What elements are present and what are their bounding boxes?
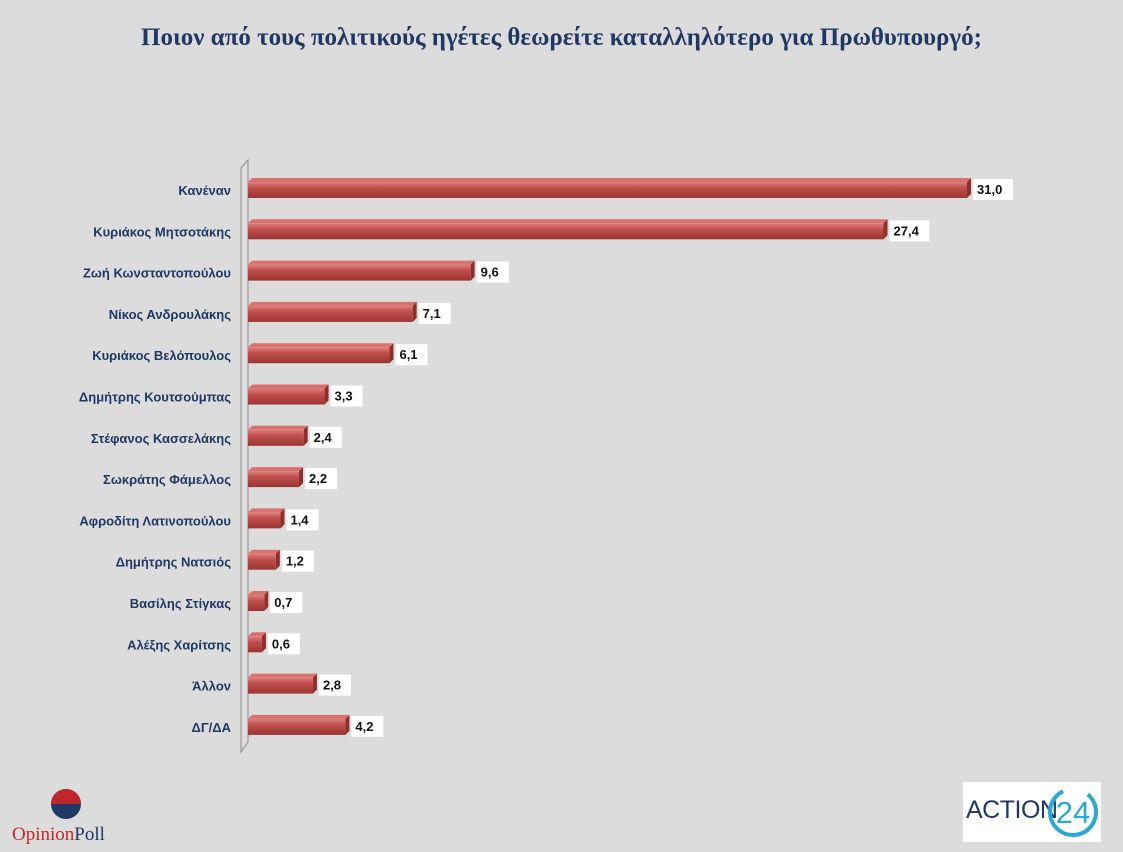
data-label: 0,7 (274, 595, 292, 610)
bar (248, 305, 413, 322)
category-label: Αλέξης Χαρίτσης (127, 637, 231, 652)
bar (248, 347, 390, 364)
action24-logo-ring: 24 (1048, 787, 1098, 837)
bar (248, 595, 265, 611)
bar-side (280, 508, 285, 529)
bar-side (299, 467, 304, 488)
data-label: 2,8 (323, 678, 341, 693)
category-label: ΔΓ/ΔΑ (191, 720, 231, 735)
data-label-box (309, 426, 342, 448)
chart-title: Ποιον από τους πολιτικούς ηγέτες θεωρείτ… (141, 24, 982, 51)
category-label: Κανέναν (178, 183, 231, 198)
bar-side (967, 178, 971, 198)
data-label-box (281, 550, 314, 572)
bar-side (264, 591, 269, 611)
bar (248, 553, 276, 570)
category-label: Άλλον (192, 679, 231, 694)
bar-top (248, 508, 285, 513)
data-label-box (318, 674, 351, 696)
data-label-box (305, 468, 338, 490)
bar (248, 677, 313, 694)
bar (248, 636, 262, 653)
data-label-box (395, 344, 428, 366)
data-label: 31,0 (977, 182, 1002, 197)
bar-side (412, 301, 417, 322)
category-label: Ζωή Κωνσταντοπούλου (83, 266, 231, 281)
bar (248, 388, 325, 405)
category-label: Αφροδίτη Λατινοπούλου (79, 513, 231, 528)
bar (248, 718, 346, 735)
data-label-box (889, 220, 930, 242)
bar-side (883, 219, 888, 240)
data-label-box (351, 715, 384, 737)
bar-side (389, 343, 394, 364)
data-label: 3,3 (335, 389, 353, 404)
opinionpoll-wordmark-poll: Poll (74, 824, 105, 845)
bar-top (248, 549, 280, 554)
action24-wordmark: ACTION (966, 796, 1058, 824)
data-label-box (973, 179, 1013, 200)
bar (248, 223, 884, 240)
bar (248, 182, 967, 198)
data-label-box (286, 509, 319, 531)
data-label-box (476, 261, 509, 283)
data-label: 27,4 (894, 223, 920, 238)
bar-top (248, 219, 888, 224)
bar-top (248, 301, 417, 306)
category-label: Κυριάκος Βελόπουλος (92, 348, 231, 363)
data-label: 6,1 (399, 347, 417, 362)
bar-side (324, 384, 329, 405)
data-label-box (270, 592, 303, 613)
bar (248, 471, 300, 488)
bar-top (248, 467, 304, 472)
bar-side (345, 714, 350, 735)
opinionpoll-logo: OpinionPoll (12, 786, 122, 848)
y-axis-wall (240, 158, 249, 754)
data-label: 4,2 (355, 719, 373, 734)
data-label: 0,6 (272, 636, 290, 651)
bar-side (261, 632, 266, 653)
bar-side (470, 260, 475, 281)
data-label: 2,4 (314, 430, 333, 445)
category-label: Σωκράτης Φάμελλος (103, 472, 231, 487)
data-label: 7,1 (423, 306, 441, 321)
category-label: Βασίλης Στίγκας (130, 596, 231, 611)
bar-top (248, 591, 269, 595)
bar-side (312, 673, 317, 694)
bar-top (248, 178, 971, 182)
data-label: 1,2 (286, 554, 304, 569)
category-label: Κυριάκος Μητσοτάκης (93, 224, 231, 239)
action24-logo: ACTION 24 (963, 782, 1101, 842)
bar-top (248, 632, 266, 637)
data-label-box (418, 302, 451, 324)
opinionpoll-wordmark-opinion: Opinion (12, 824, 75, 845)
category-label: Στέφανος Κασσελάκης (91, 431, 231, 446)
bar-top (248, 384, 329, 389)
action24-number: 24 (1056, 795, 1090, 830)
bar (248, 512, 281, 529)
data-label: 1,4 (290, 512, 309, 527)
bar-top (248, 714, 350, 719)
bar-top (248, 425, 308, 430)
bar-side (275, 549, 280, 570)
data-label-box (330, 385, 363, 407)
bar (248, 264, 471, 281)
bar-top (248, 260, 475, 265)
category-label: Δημήτρης Κουτσούμπας (79, 390, 231, 405)
bar-top (248, 343, 394, 348)
bar-top (248, 673, 317, 678)
bar-side (303, 425, 308, 446)
data-label: 9,6 (481, 265, 499, 280)
bar (248, 429, 304, 446)
data-label: 2,2 (309, 471, 327, 486)
opinionpoll-logo-icon (51, 789, 81, 819)
data-label-box (267, 633, 300, 655)
category-label: Νίκος Ανδρουλάκης (109, 307, 231, 322)
category-label: Δημήτρης Νατσιός (116, 555, 232, 570)
bar-chart: Κανέναν 31,0 Κυριάκος Μητσοτάκης 27,4 Ζωή Κω… (79, 158, 1013, 754)
